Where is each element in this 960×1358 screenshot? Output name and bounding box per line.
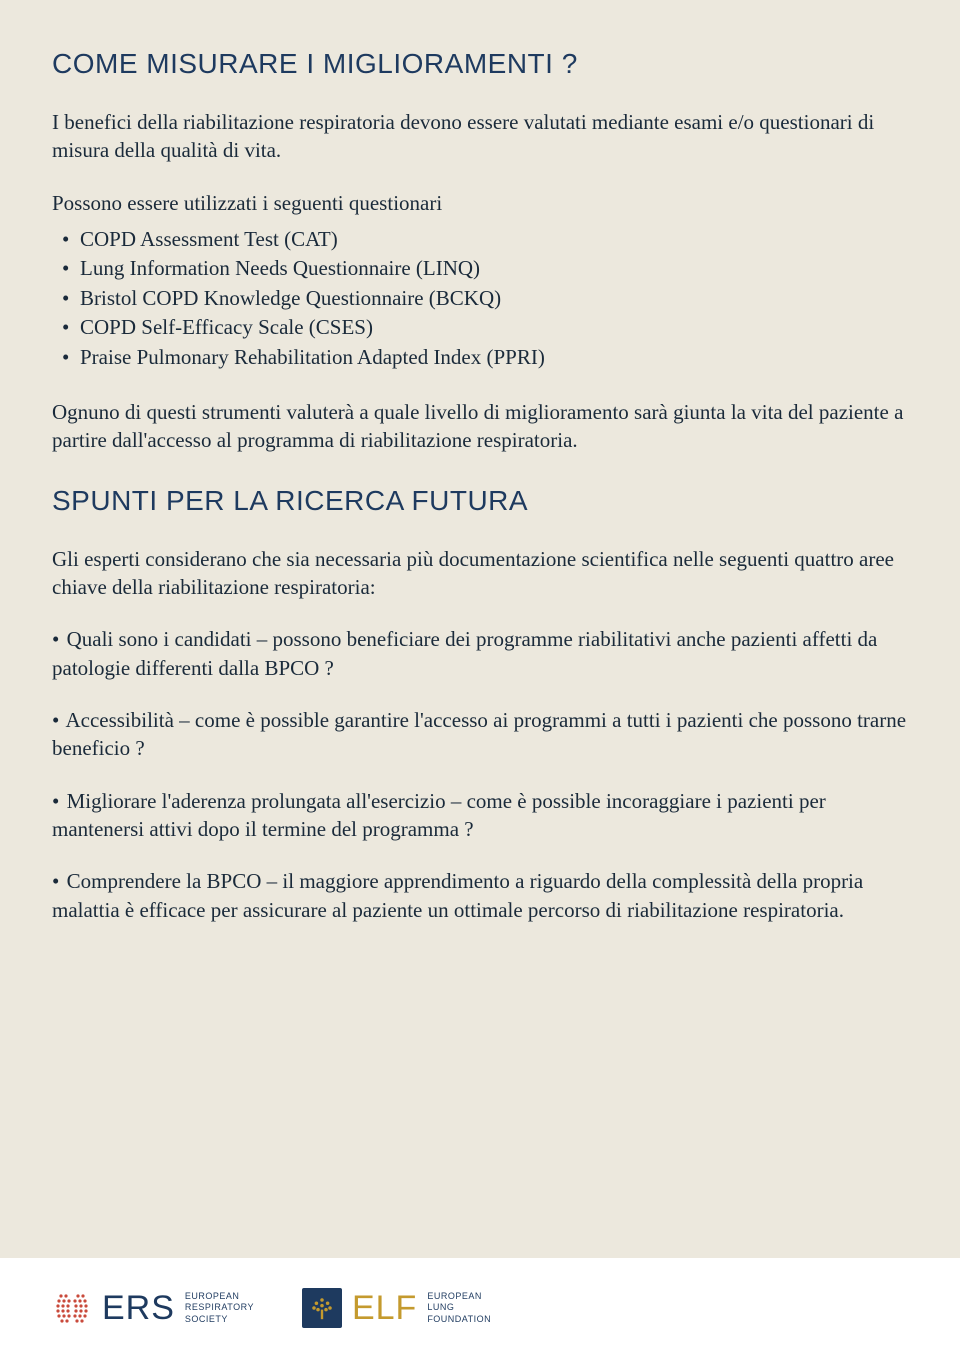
intro-paragraph-1: I benefici della riabilitazione respirat…	[52, 108, 908, 165]
elf-logo: ELF EUROPEAN LUNG FOUNDATION	[302, 1288, 491, 1328]
bullet-paragraph: • Accessibilità – come è possible garant…	[52, 706, 908, 763]
heading-research: SPUNTI PER LA RICERCA FUTURA	[52, 485, 908, 517]
elf-subtitle: EUROPEAN LUNG FOUNDATION	[427, 1291, 491, 1325]
list-item: Lung Information Needs Questionnaire (LI…	[80, 254, 908, 283]
bullet-text: Comprendere la BPCO – il maggiore appren…	[52, 869, 863, 921]
ers-logo: ERS EUROPEAN RESPIRATORY SOCIETY	[52, 1288, 254, 1328]
bullet-paragraph: • Comprendere la BPCO – il maggiore appr…	[52, 867, 908, 924]
research-intro: Gli esperti considerano che sia necessar…	[52, 545, 908, 602]
ers-abbr: ERS	[102, 1289, 175, 1328]
ers-subtitle: EUROPEAN RESPIRATORY SOCIETY	[185, 1291, 254, 1325]
bullet-paragraph: • Migliorare l'aderenza prolungata all'e…	[52, 787, 908, 844]
questionnaire-list: COPD Assessment Test (CAT) Lung Informat…	[52, 225, 908, 372]
ers-lung-icon	[52, 1288, 92, 1328]
ers-line2: RESPIRATORY	[185, 1302, 254, 1312]
elf-line1: EUROPEAN	[427, 1291, 482, 1301]
ers-line3: SOCIETY	[185, 1314, 228, 1324]
elf-tree-icon	[302, 1288, 342, 1328]
bullet-paragraph: • Quali sono i candidati – possono benef…	[52, 625, 908, 682]
bullet-text: Quali sono i candidati – possono benefic…	[52, 627, 877, 679]
bullet-text: Accessibilità – come è possible garantir…	[52, 708, 906, 760]
ers-line1: EUROPEAN	[185, 1291, 240, 1301]
list-item: Praise Pulmonary Rehabilitation Adapted …	[80, 343, 908, 372]
bullet-text: Migliorare l'aderenza prolungata all'ese…	[52, 789, 826, 841]
list-item: Bristol COPD Knowledge Questionnaire (BC…	[80, 284, 908, 313]
document-page: COME MISURARE I MIGLIORAMENTI ? I benefi…	[0, 0, 960, 924]
footer-bar: ERS EUROPEAN RESPIRATORY SOCIETY	[0, 1258, 960, 1358]
elf-line2: LUNG	[427, 1302, 454, 1312]
intro-paragraph-2: Possono essere utilizzati i seguenti que…	[52, 189, 908, 217]
list-item: COPD Self-Efficacy Scale (CSES)	[80, 313, 908, 342]
elf-line3: FOUNDATION	[427, 1314, 491, 1324]
after-list-paragraph: Ognuno di questi strumenti valuterà a qu…	[52, 398, 908, 455]
elf-abbr: ELF	[352, 1289, 417, 1328]
list-item: COPD Assessment Test (CAT)	[80, 225, 908, 254]
heading-measure: COME MISURARE I MIGLIORAMENTI ?	[52, 48, 908, 80]
